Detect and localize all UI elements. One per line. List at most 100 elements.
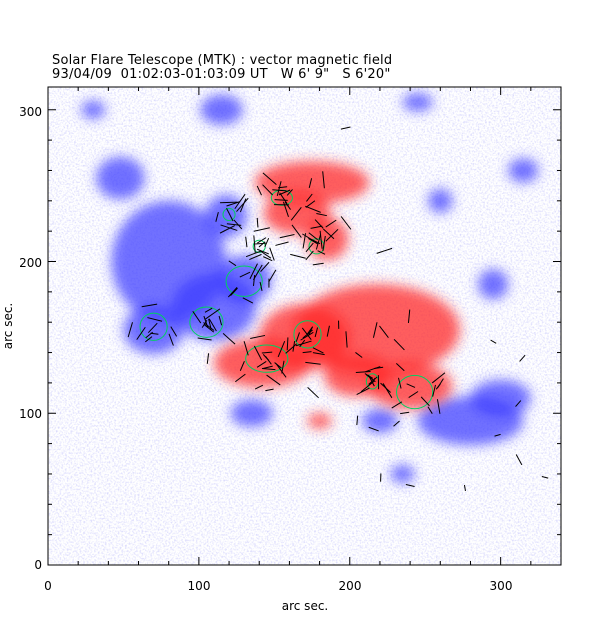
field-vector [256, 185, 262, 196]
field-vector [519, 354, 526, 362]
field-vector [366, 374, 376, 382]
field-vector [281, 360, 285, 374]
field-vector [245, 250, 261, 258]
plot-title: Solar Flare Telescope (MTK) : vector mag… [52, 53, 393, 68]
field-vector [249, 263, 258, 280]
field-vector [494, 433, 501, 437]
field-vector [259, 281, 263, 291]
field-vector [204, 307, 213, 313]
field-vector [407, 309, 411, 323]
field-vector [226, 208, 234, 222]
field-vector [256, 217, 259, 228]
field-vector [376, 247, 393, 254]
negative-field-region [361, 408, 399, 433]
field-contour [139, 312, 168, 341]
field-vector [276, 181, 282, 196]
field-vector [365, 366, 381, 373]
field-vector [170, 326, 178, 337]
negative-field-region [123, 305, 184, 355]
field-vector [262, 172, 277, 185]
field-vector [305, 200, 316, 208]
negative-field-region [402, 93, 433, 112]
field-vector [308, 232, 318, 241]
field-vector [372, 322, 378, 338]
field-vector [435, 383, 441, 390]
positive-field-region [213, 338, 311, 388]
field-vector [284, 201, 291, 210]
field-vector [218, 315, 223, 326]
field-vector [322, 235, 326, 252]
y-axis-title: arc sec. [1, 303, 15, 349]
field-vector [261, 351, 273, 354]
field-vector [299, 339, 306, 348]
field-vector [127, 322, 133, 338]
field-vector [355, 352, 363, 358]
field-vector [314, 219, 324, 229]
field-vector [340, 216, 352, 230]
field-vector [269, 247, 275, 261]
plot-subtitle: 93/04/09 01:02:03-01:03:09 UT W 6' 9" S … [52, 68, 392, 82]
field-vector [290, 207, 302, 221]
negative-field-region [200, 94, 243, 125]
field-vector [235, 373, 246, 383]
field-vector [300, 331, 314, 341]
field-vector [256, 361, 267, 368]
field-vector [259, 250, 272, 259]
field-vector [197, 337, 212, 341]
field-vector [400, 411, 410, 415]
field-vector [262, 184, 273, 196]
field-vector [286, 337, 289, 351]
field-vector [252, 264, 263, 281]
field-vector [239, 271, 251, 278]
x-tick-label: 200 [339, 579, 362, 593]
field-vector [408, 391, 419, 399]
field-vector [382, 383, 393, 399]
field-vector [285, 343, 298, 354]
field-vector [253, 235, 256, 253]
field-vector [295, 340, 312, 347]
field-vector [305, 250, 314, 261]
tick-marks [47, 87, 562, 566]
field-vector [515, 400, 522, 407]
field-vector [310, 225, 323, 229]
positive-field-region [324, 354, 391, 397]
plot-frame [47, 86, 562, 566]
y-tick-labels: 0 100 200 300 [19, 105, 42, 572]
field-vector [265, 356, 272, 365]
negative-field-region [390, 464, 415, 484]
field-vector [275, 363, 287, 378]
field-vector [282, 201, 289, 217]
field-vector [302, 351, 312, 354]
field-vector [406, 383, 416, 388]
field-contour [396, 374, 434, 410]
field-vector [393, 338, 405, 351]
field-vector [136, 326, 146, 340]
field-vector [463, 484, 466, 492]
x-tick-label: 100 [188, 579, 211, 593]
negative-field-region [428, 188, 453, 213]
field-contour [222, 207, 236, 222]
negative-field-region [204, 194, 248, 238]
field-vector [315, 234, 322, 250]
field-vector [226, 201, 241, 207]
field-vector [305, 361, 321, 365]
field-vector [192, 310, 202, 324]
field-vector [168, 333, 174, 346]
field-vector [295, 332, 300, 342]
negative-field-region [470, 379, 531, 417]
field-vector [393, 420, 400, 427]
field-vector [395, 362, 405, 372]
field-vector [147, 322, 158, 334]
field-vector [250, 334, 266, 339]
obs-date: 93/04/09 [52, 67, 112, 82]
field-vector [368, 376, 378, 385]
field-vector [141, 303, 158, 308]
field-vector [317, 250, 326, 255]
x-tick-label: 300 [490, 579, 513, 593]
field-vector [291, 224, 302, 238]
obs-position: W 6' 9" S 6'20" [280, 67, 391, 82]
field-vector [277, 340, 286, 358]
field-vector [305, 242, 314, 253]
field-contour [189, 306, 224, 338]
